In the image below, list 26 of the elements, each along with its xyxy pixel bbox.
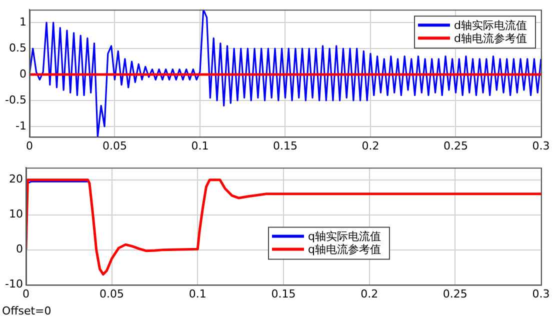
legend-label: d轴实际电流值: [454, 18, 527, 32]
y-tick-label: 10: [8, 208, 23, 221]
x-tick-label: 0.3: [532, 287, 550, 300]
legend-label: d轴电流参考值: [454, 32, 527, 45]
x-tick-label: 0.2: [360, 287, 378, 300]
y-tick-label: 20: [8, 172, 23, 186]
x-tick-label: 0.05: [100, 287, 124, 300]
y-tick-label: 1: [19, 15, 26, 28]
y-tick-label: 0: [19, 67, 26, 80]
x-tick-label: 0.3: [532, 139, 550, 152]
x-tick-label: 0.15: [272, 139, 298, 152]
x-tick-label: 0.25: [443, 139, 468, 152]
legend-label: q轴实际电流值: [308, 230, 381, 244]
x-tick-label: 0.1: [191, 139, 209, 152]
x-tick-label: 0.15: [271, 287, 296, 300]
y-tick-label: 0: [16, 242, 23, 256]
y-tick-label: -1: [15, 119, 26, 132]
legend-label: q轴电流参考值: [308, 243, 381, 256]
text: Offset=0: [2, 304, 52, 318]
x-tick-label: 0.1: [188, 287, 206, 300]
y-tick-label: -10: [5, 278, 23, 291]
x-tick-label: 0.25: [442, 287, 468, 300]
x-tick-label: 0.2: [362, 139, 380, 152]
y-tick-label: 0.5: [8, 41, 26, 54]
x-tick-label: 0.05: [102, 139, 127, 152]
y-tick-label: -0.5: [4, 93, 26, 106]
